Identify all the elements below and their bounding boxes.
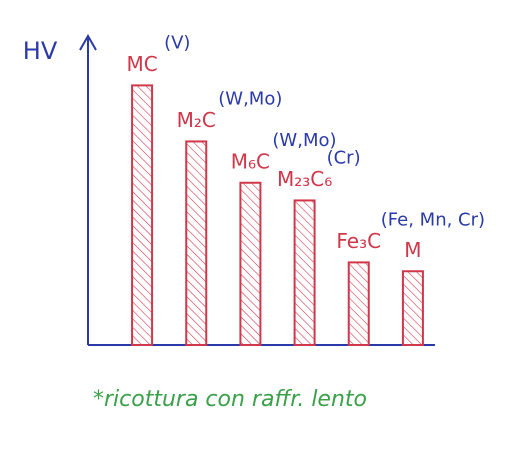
- bar: [186, 141, 206, 345]
- bar: [295, 200, 315, 345]
- category-label: M: [404, 238, 421, 262]
- element-label: (V): [164, 32, 190, 53]
- category-label: M₆C: [231, 149, 270, 173]
- category-label: MC: [126, 52, 157, 76]
- bar: [349, 262, 369, 345]
- element-label: (Fe, Mn, Cr): [381, 209, 485, 230]
- bar: [240, 183, 260, 345]
- chart: HV *ricottura con raffr. lento MC(V)M₂C(…: [0, 0, 507, 457]
- note: *ricottura con raffr. lento: [93, 387, 367, 412]
- category-label: M₂C: [177, 108, 216, 132]
- y-axis-label: HV: [23, 37, 58, 65]
- element-label: (W,Mo): [218, 88, 282, 109]
- bar: [403, 271, 423, 345]
- bar: [132, 85, 152, 345]
- element-label: (Cr): [327, 147, 361, 168]
- category-label: Fe₃C: [336, 229, 381, 253]
- category-label: M₂₃C₆: [277, 167, 332, 191]
